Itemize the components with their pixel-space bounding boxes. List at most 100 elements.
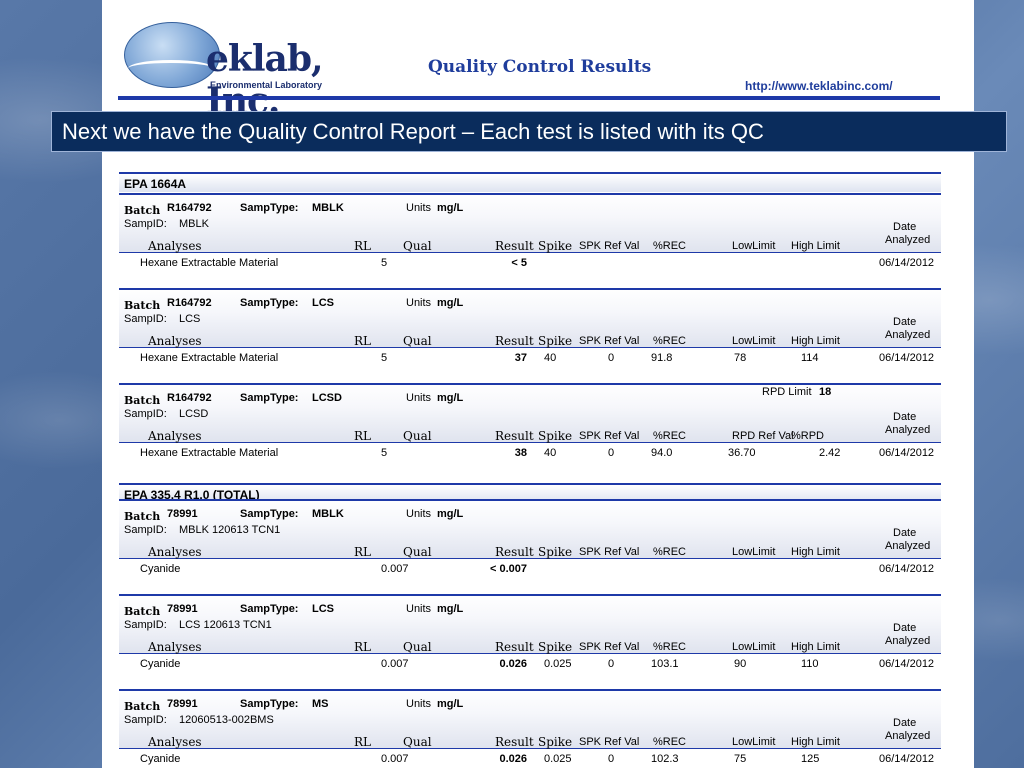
header-divider bbox=[118, 96, 940, 100]
col-header-low-limit: LowLimit bbox=[732, 736, 776, 748]
col-header-rl: RL bbox=[354, 545, 372, 559]
batch-value: 78991 bbox=[167, 508, 198, 520]
col-header-low-limit: LowLimit bbox=[732, 240, 776, 252]
result-value: 0.026 bbox=[499, 753, 527, 765]
spk-ref-val-value: 0 bbox=[608, 658, 615, 670]
block-header-background bbox=[119, 689, 941, 749]
spk-ref-val-value: 0 bbox=[608, 352, 615, 364]
col-header-analyzed: Analyzed bbox=[885, 635, 931, 647]
col-header-spike: Spike bbox=[538, 239, 573, 253]
rpd-value: 2.42 bbox=[819, 447, 841, 459]
samp-type-value: LCSD bbox=[312, 392, 342, 404]
low-limit-value: 90 bbox=[734, 658, 747, 670]
block-header-rule bbox=[119, 442, 941, 443]
samp-id-label: SampID: bbox=[124, 218, 167, 230]
block-header-background bbox=[119, 499, 941, 559]
col-header-qual: Qual bbox=[403, 334, 432, 348]
col-header-low-limit: LowLimit bbox=[732, 335, 776, 347]
rl-value: 0.007 bbox=[381, 563, 409, 575]
col-header-date: Date bbox=[893, 717, 917, 729]
col-header-rec: %REC bbox=[653, 546, 687, 558]
col-header-analyzed: Analyzed bbox=[885, 329, 931, 341]
batch-label: Batch bbox=[124, 700, 161, 713]
col-header-analyzed: Analyzed bbox=[885, 730, 931, 742]
block-header-rule bbox=[119, 252, 941, 253]
col-header-result: Result bbox=[495, 735, 534, 749]
logo-subtitle: Environmental Laboratory bbox=[210, 80, 323, 90]
col-header-qual: Qual bbox=[403, 640, 432, 654]
samp-id-value: 12060513-002BMS bbox=[179, 714, 274, 726]
col-header-analyzed: Analyzed bbox=[885, 234, 931, 246]
col-header-result: Result bbox=[495, 239, 534, 253]
samp-type-label: SampType: bbox=[240, 297, 299, 309]
date-analyzed-value: 06/14/2012 bbox=[879, 753, 935, 765]
units-label: Units bbox=[406, 603, 432, 615]
col-header-date: Date bbox=[893, 411, 917, 423]
col-header-spk-ref-val: SPK Ref Val bbox=[579, 641, 640, 653]
units-value: mg/L bbox=[437, 392, 464, 404]
result-value: 38 bbox=[514, 447, 527, 459]
result-value: 37 bbox=[514, 352, 527, 364]
col-header-low-limit: LowLimit bbox=[732, 641, 776, 653]
units-label: Units bbox=[406, 297, 432, 309]
col-header-rl: RL bbox=[354, 239, 372, 253]
caption-text: Next we have the Quality Control Report … bbox=[62, 119, 764, 144]
high-limit-value: 110 bbox=[801, 658, 819, 670]
samp-type-value: MBLK bbox=[312, 202, 344, 214]
units-label: Units bbox=[406, 698, 432, 710]
batch-value: R164792 bbox=[167, 297, 212, 309]
units-value: mg/L bbox=[437, 698, 464, 710]
samp-id-label: SampID: bbox=[124, 714, 167, 726]
units-value: mg/L bbox=[437, 603, 464, 615]
result-value: 0.026 bbox=[499, 658, 527, 670]
samp-id-label: SampID: bbox=[124, 313, 167, 325]
rl-value: 5 bbox=[381, 257, 388, 269]
col-header-high-limit: High Limit bbox=[791, 240, 840, 252]
col-header-spike: Spike bbox=[538, 735, 573, 749]
col-header-spk-ref-val: SPK Ref Val bbox=[579, 546, 640, 558]
col-header-rl: RL bbox=[354, 429, 372, 443]
samp-type-label: SampType: bbox=[240, 508, 299, 520]
col-header-spk-ref-val: SPK Ref Val bbox=[579, 736, 640, 748]
block-header-rule bbox=[119, 748, 941, 749]
qc-batch-block: Batch 78991 SampType: MS Units mg/L SampID: 120… bbox=[119, 689, 941, 765]
block-header-background bbox=[119, 594, 941, 654]
analyte-name: Cyanide bbox=[140, 563, 181, 575]
col-header-high-limit: High Limit bbox=[791, 335, 840, 347]
rec-value: 91.8 bbox=[651, 352, 673, 364]
rpd-limit-value: 18 bbox=[819, 386, 832, 398]
result-value: < 0.007 bbox=[489, 563, 527, 575]
samp-type-value: MS bbox=[312, 698, 329, 710]
block-top-rule bbox=[119, 499, 941, 501]
low-limit-value: 75 bbox=[734, 753, 747, 765]
date-analyzed-value: 06/14/2012 bbox=[879, 257, 935, 269]
batch-value: R164792 bbox=[167, 392, 212, 404]
high-limit-value: 125 bbox=[801, 753, 820, 765]
spike-value: 0.025 bbox=[544, 658, 572, 670]
date-analyzed-value: 06/14/2012 bbox=[879, 658, 935, 670]
batch-label: Batch bbox=[124, 204, 161, 217]
col-header-spike: Spike bbox=[538, 429, 573, 443]
analyte-name: Hexane Extractable Material bbox=[140, 447, 279, 459]
col-header-high-limit: High Limit bbox=[791, 736, 840, 748]
samp-id-label: SampID: bbox=[124, 619, 167, 631]
samp-type-value: LCS bbox=[312, 297, 334, 309]
qc-batch-block: Batch R164792 SampType: MBLK Units mg/L SampID… bbox=[119, 193, 941, 269]
batch-label: Batch bbox=[124, 510, 161, 523]
logo-wave-icon bbox=[128, 60, 214, 77]
logo-name: eklab, Inc. bbox=[206, 38, 324, 122]
block-header-background bbox=[119, 288, 941, 348]
col-header-result: Result bbox=[495, 429, 534, 443]
col-header-spike: Spike bbox=[538, 545, 573, 559]
units-label: Units bbox=[406, 508, 432, 520]
low-limit-value: 78 bbox=[734, 352, 747, 364]
spike-value: 40 bbox=[544, 447, 557, 459]
rl-value: 0.007 bbox=[381, 753, 409, 765]
block-header-rule bbox=[119, 347, 941, 348]
block-top-rule bbox=[119, 594, 941, 596]
samp-id-value: LCS bbox=[179, 313, 201, 325]
col-header-analyses: Analyses bbox=[148, 334, 202, 348]
spike-value: 40 bbox=[544, 352, 557, 364]
col-header-rl: RL bbox=[354, 735, 372, 749]
col-header-analyses: Analyses bbox=[148, 735, 202, 749]
